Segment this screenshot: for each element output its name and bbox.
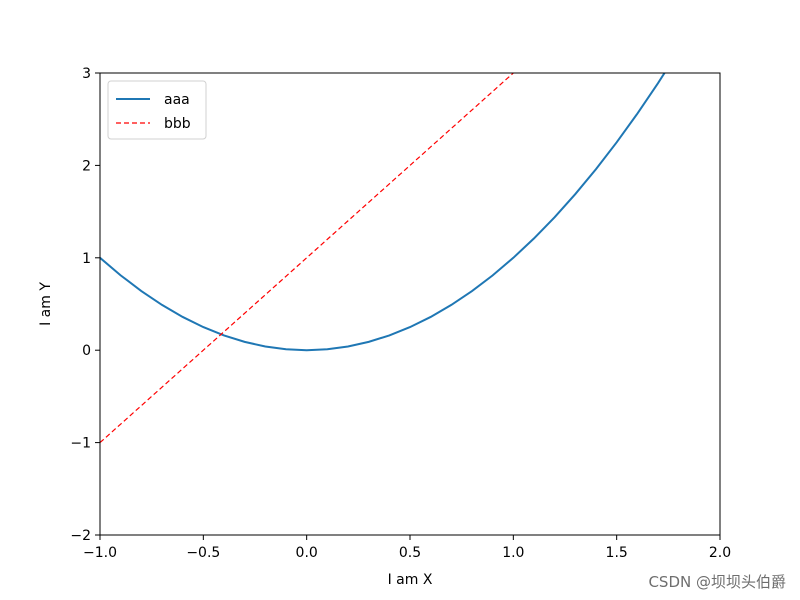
y-tick-label: −1 (70, 436, 91, 452)
x-tick-label: −0.5 (186, 545, 220, 561)
plot-frame (99, 72, 721, 536)
watermark: CSDN @坝坝头伯爵 (648, 573, 786, 591)
series-line-bbb (100, 73, 515, 444)
y-tick-label: 3 (82, 66, 91, 82)
legend-box (107, 80, 207, 140)
x-axis-label: I am X (388, 572, 433, 588)
y-tick-label: 1 (82, 251, 91, 267)
x-tick-label: 1.5 (606, 545, 628, 561)
y-tick-label: −2 (70, 528, 91, 544)
y-tick-label: 0 (82, 343, 91, 359)
y-tick-label: 2 (82, 158, 91, 174)
x-tick-label: 2.0 (709, 545, 731, 561)
series-layer (100, 73, 666, 444)
legend-label-aaa: aaa (164, 92, 190, 108)
legend: aaa bbb (107, 80, 207, 140)
legend-label-bbb: bbb (164, 116, 191, 132)
y-axis-label: I am Y (38, 282, 54, 326)
x-tick-label: 0.5 (399, 545, 421, 561)
x-tick-label: 0.0 (296, 545, 318, 561)
x-tick-label: −1.0 (83, 545, 117, 561)
x-tick-label: 1.0 (502, 545, 524, 561)
series-line-aaa (100, 73, 666, 352)
axis-layer: −1.0 −0.5 0.0 0.5 1.0 1.5 2.0 −2 −1 0 1 2 3 (70, 66, 731, 561)
